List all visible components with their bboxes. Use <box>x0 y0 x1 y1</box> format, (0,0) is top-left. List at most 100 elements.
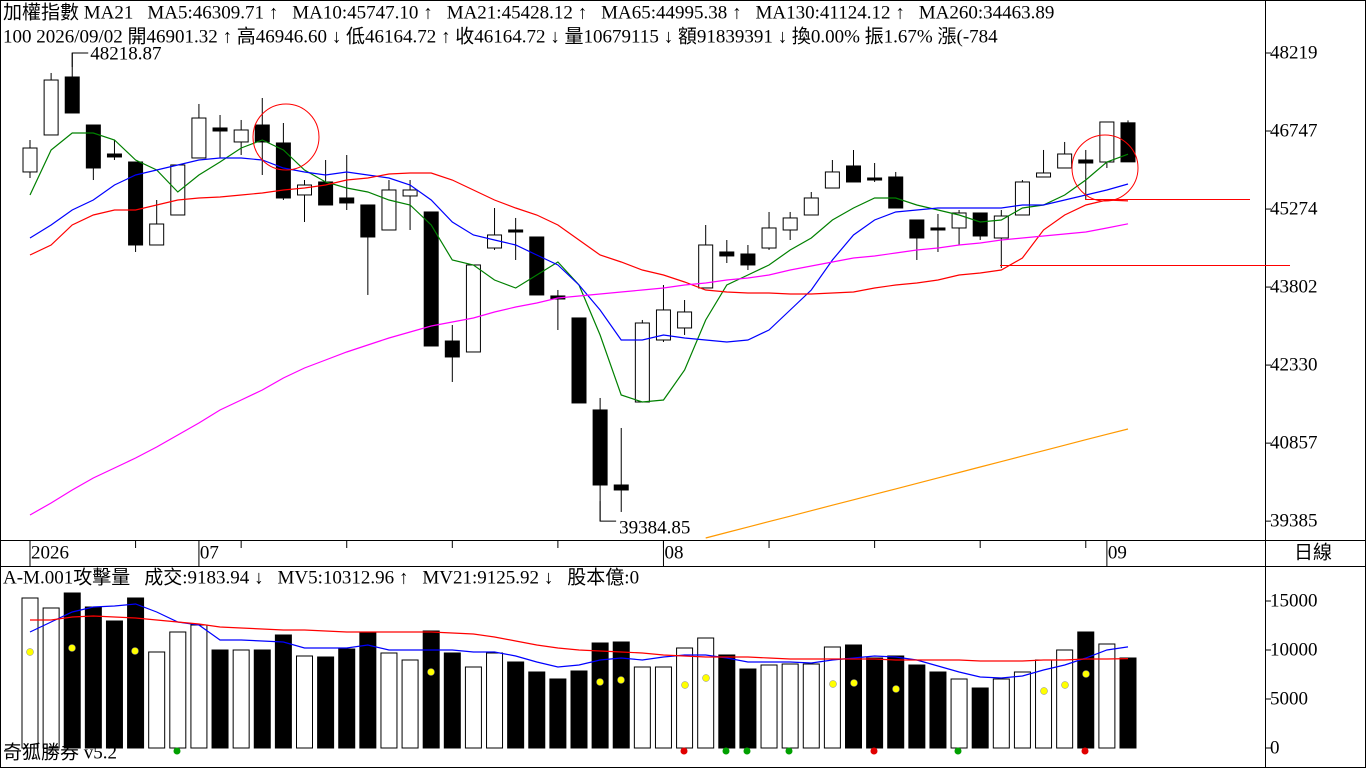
candle-body <box>592 409 608 486</box>
signal-dot <box>1081 747 1089 755</box>
candle-body <box>254 124 270 143</box>
x-tick-label: 07 <box>200 543 219 564</box>
candle-body <box>128 161 144 246</box>
candle-body <box>529 236 545 296</box>
volume-bar <box>549 678 567 749</box>
signal-dot <box>1061 681 1069 689</box>
volume-bar <box>1035 659 1053 749</box>
volume-bar <box>274 634 292 749</box>
volume-bar <box>422 630 440 749</box>
volume-bar <box>676 647 694 749</box>
volume-bar <box>528 671 546 749</box>
volume-bar <box>464 666 482 749</box>
price-header: 加權指數 MA21 100 2026/09/02 開46901.32 ↑ 高46… <box>3 2 1054 48</box>
min-label: 39384.85 <box>619 518 690 539</box>
signal-dot <box>617 676 625 684</box>
volume-bar <box>971 687 989 749</box>
y-tick-label: 39385 <box>1270 511 1318 532</box>
candle-body <box>782 217 798 231</box>
candle-body <box>106 153 122 158</box>
candle-body <box>170 164 186 216</box>
candle-body <box>803 197 819 216</box>
volume-bar <box>781 663 799 749</box>
signal-dot <box>702 674 710 682</box>
signal-dot <box>850 679 858 687</box>
volume-bar <box>1013 671 1031 749</box>
volume-bar <box>105 620 123 749</box>
signal-dot <box>173 747 181 755</box>
volume-bar <box>401 659 419 749</box>
signal-dot <box>131 647 139 655</box>
candle-body <box>360 204 376 238</box>
axes: 48219 46747 45274 43802 42330 40857 39385 15000… <box>29 42 1318 759</box>
y-tick-label: 10000 <box>1270 639 1318 660</box>
candle-body <box>655 309 671 341</box>
candle-body <box>719 251 735 257</box>
price-panel: 48218.87 39384.85 <box>22 44 1136 539</box>
y-tick-label: 45274 <box>1270 199 1318 220</box>
volume-bar <box>908 664 926 749</box>
candle-body <box>402 189 418 197</box>
legend-entry: MA65:44995.38 ↑ <box>601 3 741 24</box>
candle-body <box>698 244 714 289</box>
volume-bar <box>802 663 820 749</box>
candle-body <box>212 127 228 132</box>
volume-bar <box>190 624 208 749</box>
annotations <box>252 103 1290 266</box>
ma-line <box>29 172 1129 295</box>
candle-body <box>444 340 460 358</box>
candle-body <box>677 311 693 329</box>
volume-ma-line <box>29 603 1129 679</box>
y-tick-label: 48219 <box>1270 42 1318 63</box>
legend-entry: MA130:41124.12 ↑ <box>756 3 905 24</box>
candle-body <box>888 176 904 209</box>
candle-body <box>909 219 925 239</box>
volume-bar <box>359 632 377 749</box>
candle-body <box>508 229 524 233</box>
volume-bar <box>63 592 81 749</box>
candle-body <box>339 197 355 204</box>
candle-body <box>740 253 756 266</box>
legend-entry: MA260:34463.89 <box>919 3 1055 24</box>
signal-dot <box>596 678 604 686</box>
volume-bar <box>929 671 947 749</box>
legend-entry: MV5:10312.96 ↑ <box>277 568 408 589</box>
candle-body <box>1057 153 1073 169</box>
signal-dot <box>722 747 730 755</box>
signal-dot <box>1082 670 1090 678</box>
max-connector <box>71 52 89 68</box>
volume-bar <box>866 657 884 749</box>
candle-body <box>761 227 777 249</box>
candle-body <box>993 215 1009 239</box>
chart-title: 加權指數 MA21 <box>3 2 133 24</box>
highlight-circle <box>1071 134 1139 202</box>
candle-body <box>1120 122 1136 163</box>
min-connector <box>599 501 617 522</box>
x-tick-label: 09 <box>1108 543 1127 564</box>
candle-body <box>149 223 165 246</box>
candle-body <box>930 227 946 231</box>
candle-body <box>1014 181 1030 216</box>
volume-ma-line <box>30 615 1129 662</box>
volume-bar <box>1077 631 1095 749</box>
candle-body <box>846 165 861 183</box>
volume-bar <box>338 648 356 749</box>
signal-dot <box>427 668 435 676</box>
period-label: 日線 <box>1294 542 1332 564</box>
volume-bar <box>760 664 778 749</box>
volume-bar <box>232 649 250 749</box>
x-tick-label: 2026 <box>31 543 69 564</box>
footer: 奇狐勝券 v5.2 <box>3 742 117 764</box>
candle-body <box>1036 172 1052 178</box>
signal-dot <box>68 644 76 652</box>
volume-bar <box>887 655 905 749</box>
volume-bar <box>380 652 398 749</box>
quote-info: 100 2026/09/02 開46901.32 ↑ 高46946.60 ↓ 低… <box>3 26 998 48</box>
highlight-circle <box>252 103 320 171</box>
signal-dot <box>829 680 837 688</box>
volume-bar <box>1056 649 1074 749</box>
y-tick-label: 0 <box>1270 738 1280 759</box>
candle-body <box>297 184 312 196</box>
candle-body <box>1078 159 1094 164</box>
volume-bar <box>654 666 672 749</box>
